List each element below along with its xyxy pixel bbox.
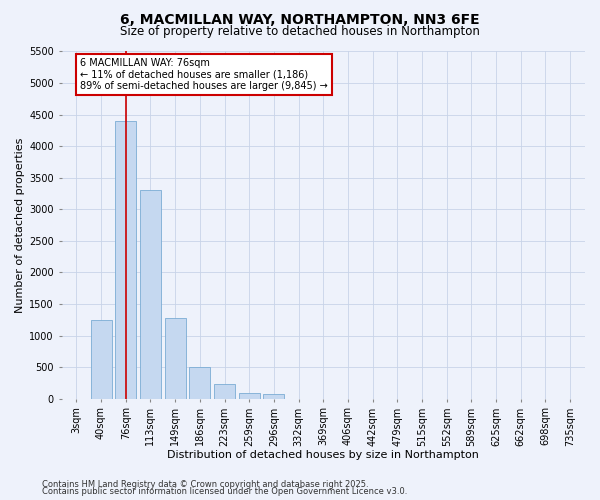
Bar (190, 367, 211, 398)
Text: 6, MACMILLAN WAY, NORTHAMPTON, NN3 6FE: 6, MACMILLAN WAY, NORTHAMPTON, NN3 6FE (120, 12, 480, 26)
Bar (115, 121, 136, 398)
Bar (91, 320, 112, 398)
Bar (263, 394, 284, 398)
Text: 6 MACMILLAN WAY: 76sqm
← 11% of detached houses are smaller (1,186)
89% of semi-: 6 MACMILLAN WAY: 76sqm ← 11% of detached… (80, 58, 328, 91)
Text: Contains HM Land Registry data © Crown copyright and database right 2025.: Contains HM Land Registry data © Crown c… (42, 480, 368, 489)
Text: Size of property relative to detached houses in Northampton: Size of property relative to detached ho… (120, 25, 480, 38)
Bar (239, 393, 260, 398)
X-axis label: Distribution of detached houses by size in Northampton: Distribution of detached houses by size … (167, 450, 479, 460)
Bar (140, 190, 161, 398)
Bar (164, 318, 185, 398)
Text: Contains public sector information licensed under the Open Government Licence v3: Contains public sector information licen… (42, 487, 407, 496)
Bar (214, 384, 235, 398)
Y-axis label: Number of detached properties: Number of detached properties (15, 138, 25, 313)
